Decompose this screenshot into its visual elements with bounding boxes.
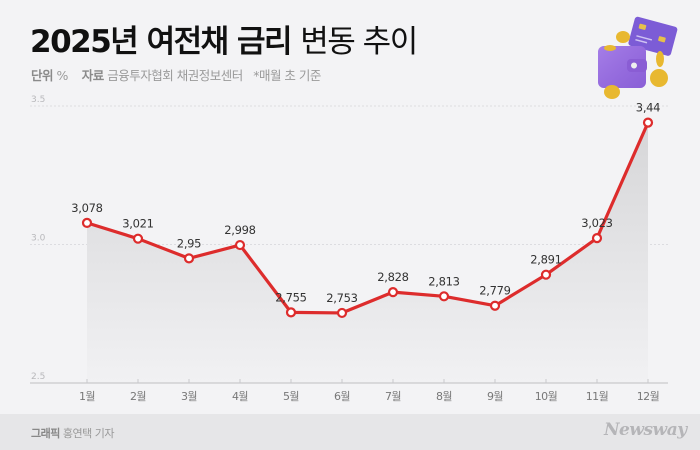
x-tick-label: 9월 xyxy=(487,390,503,403)
y-axis-ticks: 2.5 3.0 3.5 xyxy=(31,95,46,382)
data-point-marker xyxy=(81,217,93,228)
data-label: 3,021 xyxy=(122,217,153,231)
data-label: 2,753 xyxy=(326,291,357,305)
x-tick-label: 3월 xyxy=(181,390,197,403)
x-tick-label: 10월 xyxy=(535,390,558,403)
data-label: 3,44 xyxy=(636,101,660,115)
data-point-marker xyxy=(438,291,450,302)
x-tick-label: 11월 xyxy=(586,390,609,403)
unit-label: 단위 xyxy=(31,68,54,83)
subtitle: 단위 % 자료 금융투자협회 채권정보센터 *매월 초 기준 xyxy=(31,65,321,84)
data-point-marker xyxy=(234,239,246,251)
credit: 그래픽 홍연택 기자 xyxy=(31,425,114,441)
x-tick-label: 6월 xyxy=(334,390,350,403)
y-tick-label: 3.0 xyxy=(31,234,46,244)
unit-value: % xyxy=(56,68,69,83)
source-label: 자료 xyxy=(81,68,105,83)
data-point-marker xyxy=(387,287,399,298)
data-label: 2,813 xyxy=(428,274,459,288)
data-point-marker xyxy=(285,307,297,318)
area-fill xyxy=(87,122,648,384)
data-point-marker xyxy=(183,253,195,264)
data-point-marker xyxy=(132,233,144,244)
x-tick-label: 7월 xyxy=(385,390,401,403)
data-label: 2,891 xyxy=(530,253,561,267)
data-line xyxy=(86,121,650,315)
data-point-marker xyxy=(336,307,348,319)
x-tick-label: 4월 xyxy=(232,390,248,403)
data-labels: 3,078 3,021 2,95 2,998 2,755 2,753 2,828 2,813 2… xyxy=(71,101,660,305)
data-label: 3,078 xyxy=(71,201,102,215)
wallet-with-card-and-coins-icon xyxy=(598,16,678,99)
data-label: 2,828 xyxy=(377,270,408,284)
data-label: 2,998 xyxy=(224,223,255,237)
source-value: 금융투자협회 채권정보센터 xyxy=(107,68,243,83)
title-bold: 2025년 여전채 금리 xyxy=(30,24,292,60)
page-title: 2025년 여전채 금리 변동 추이 xyxy=(30,16,418,61)
x-tick-label: 1월 xyxy=(79,390,95,403)
data-label: 2,95 xyxy=(177,236,201,250)
x-tick-label: 8월 xyxy=(436,390,452,403)
x-tick-label: 12월 xyxy=(637,390,660,403)
data-point-marker xyxy=(489,300,501,311)
data-label: 2,755 xyxy=(275,290,306,304)
y-tick-label: 3.5 xyxy=(31,95,45,105)
data-label: 2,779 xyxy=(479,284,510,298)
credit-name: 홍연택 기자 xyxy=(62,427,115,440)
note: *매월 초 기준 xyxy=(253,68,321,83)
data-point-marker xyxy=(591,233,603,244)
data-label: 3,023 xyxy=(581,216,612,230)
newsway-logo: Newsway xyxy=(604,420,687,440)
data-point-marker xyxy=(642,117,654,128)
footer-band xyxy=(0,414,700,450)
title-light: 변동 추이 xyxy=(300,24,418,60)
line-chart: 2.5 3.0 3.5 1월 2월 3월 4월 5월 6월 7월 8월 9월 10월 11월 12월 3,… xyxy=(30,95,668,403)
x-axis-ticks: 1월 2월 3월 4월 5월 6월 7월 8월 9월 10월 11월 12월 xyxy=(79,379,660,403)
x-tick-label: 5월 xyxy=(283,390,299,403)
data-points xyxy=(81,117,654,319)
credit-label: 그래픽 xyxy=(31,427,60,440)
y-tick-label: 2.5 xyxy=(31,372,45,382)
data-point-marker xyxy=(540,269,552,280)
x-tick-label: 2월 xyxy=(130,390,146,403)
